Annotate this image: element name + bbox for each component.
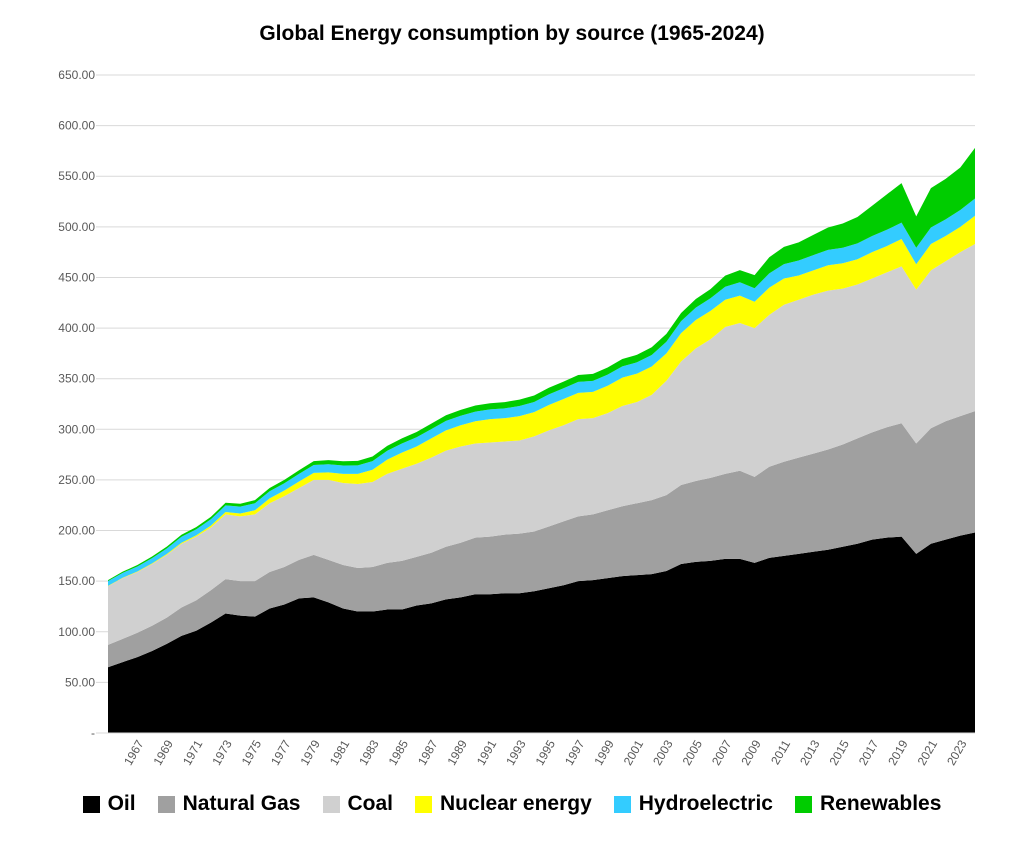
y-tick-label: 100.00 [58, 625, 95, 639]
y-tick-label: 300.00 [58, 422, 95, 436]
legend-item-renewables: Renewables [795, 792, 941, 816]
x-tick-label: 1995 [533, 737, 559, 767]
y-tick-label: 450.00 [58, 270, 95, 284]
legend-swatch [157, 795, 175, 813]
y-tick-label: 650.00 [58, 68, 95, 82]
x-tick-label: 1981 [327, 737, 353, 767]
legend-swatch [82, 795, 100, 813]
y-tick-label: 400.00 [58, 321, 95, 335]
x-tick-label: 2009 [738, 737, 764, 767]
y-tick-label: 550.00 [58, 169, 95, 183]
x-tick-label: 1997 [562, 737, 588, 767]
x-tick-label: 2011 [768, 737, 793, 767]
legend-swatch [795, 795, 812, 813]
legend-label: Renewables [820, 792, 942, 815]
y-tick-label: 500.00 [58, 220, 95, 234]
y-tick-label: 600.00 [58, 119, 95, 133]
x-tick-label: 1999 [591, 737, 617, 767]
x-tick-label: 1971 [180, 737, 206, 767]
y-tick-label: 350.00 [58, 372, 95, 386]
x-tick-label: 2001 [621, 737, 647, 767]
legend-item-oil: Oil [82, 792, 136, 816]
x-tick-label: 1973 [209, 737, 235, 767]
legend-item-nuclear-energy: Nuclear energy [415, 792, 592, 816]
legend-label: Hydroelectric [638, 792, 773, 815]
legend-item-natural-gas: Natural Gas [157, 792, 301, 816]
x-tick-label: 1969 [151, 737, 177, 767]
legend-swatch [613, 795, 631, 813]
legend-item-coal: Coal [322, 792, 394, 816]
x-tick-label: 2003 [650, 737, 676, 767]
x-tick-label: 1979 [297, 737, 323, 767]
x-tick-label: 2021 [915, 737, 941, 767]
area-series-hydroelectric [108, 198, 975, 586]
x-tick-label: 2005 [680, 737, 706, 767]
legend-label: Natural Gas [182, 792, 301, 815]
chart-legend: Oil Natural Gas Coal Nuclear energy Hydroele… [0, 792, 1024, 816]
x-tick-label: 2007 [709, 737, 735, 767]
x-tick-label: 1977 [268, 737, 294, 767]
x-tick-label: 2013 [797, 737, 823, 767]
legend-label: Oil [107, 792, 136, 815]
area-series-oil [108, 532, 975, 733]
x-tick-label: 2023 [944, 737, 970, 767]
x-tick-label: 1985 [386, 737, 412, 767]
x-tick-label: 1987 [415, 737, 441, 767]
legend-swatch [415, 795, 433, 813]
area-series-nuclear-energy [108, 215, 975, 587]
area-series-natural-gas [108, 411, 975, 668]
x-tick-label: 2015 [827, 737, 853, 767]
x-tick-label: 1967 [121, 737, 147, 767]
x-tick-label: 1975 [239, 737, 265, 767]
legend-item-hydroelectric: Hydroelectric [613, 792, 773, 816]
x-tick-label: 1989 [444, 737, 470, 767]
x-tick-label: 2017 [856, 737, 882, 767]
legend-label: Coal [347, 792, 394, 815]
y-tick-label: 250.00 [58, 473, 95, 487]
legend-swatch [322, 795, 340, 813]
area-series-coal [108, 244, 975, 645]
x-tick-label: 2019 [885, 737, 911, 767]
y-tick-label: - [91, 726, 95, 740]
chart-title: Global Energy consumption by source (196… [259, 22, 765, 45]
legend-label: Nuclear energy [440, 792, 592, 815]
y-tick-label: 200.00 [58, 524, 95, 538]
x-tick-label: 1991 [474, 737, 500, 767]
x-tick-label: 1983 [356, 737, 382, 767]
y-tick-label: 50.00 [65, 675, 95, 689]
x-tick-label: 1993 [503, 737, 529, 767]
y-tick-label: 150.00 [58, 574, 95, 588]
